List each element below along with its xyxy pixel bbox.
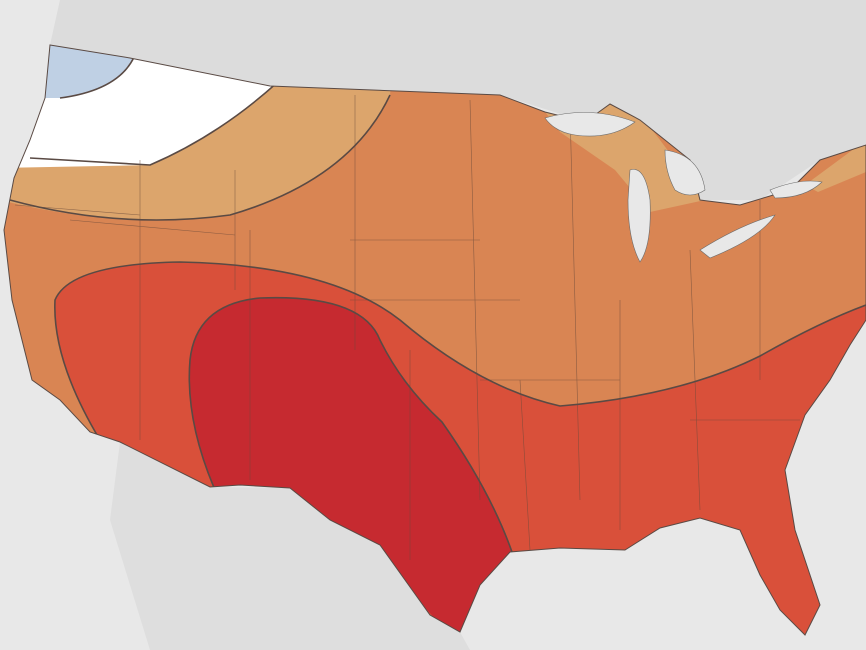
great-lakes	[544, 112, 823, 263]
lake-ontario	[769, 180, 823, 199]
zone-tan-northeast	[805, 140, 866, 192]
zone-dark-red	[189, 297, 512, 635]
lake-erie	[699, 214, 776, 259]
boundary	[59, 54, 136, 99]
lake-huron	[664, 149, 706, 196]
canada	[50, 0, 866, 200]
boundary	[9, 94, 391, 221]
boundary	[54, 261, 866, 441]
zone-white	[4, 45, 280, 168]
lake-michigan	[627, 169, 651, 263]
lake-superior	[544, 112, 636, 137]
boundary	[188, 296, 513, 553]
mexico	[110, 442, 470, 650]
state-lines	[14, 95, 800, 560]
boundary	[29, 79, 281, 166]
